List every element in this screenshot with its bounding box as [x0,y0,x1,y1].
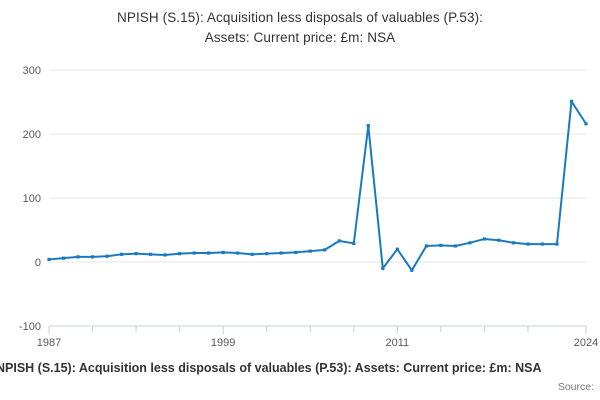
data-point [453,244,457,248]
data-point [337,239,341,243]
data-point [134,252,138,256]
data-point [511,241,516,245]
data-point [468,241,472,245]
data-point [410,268,414,272]
data-point [439,243,443,247]
data-point [61,256,66,260]
data-point [540,242,545,246]
data-point [47,257,51,262]
data-point [308,249,312,253]
footer-series-label: NPISH (S.15): Acquisition less disposals… [0,361,542,375]
grid-lines [49,69,586,327]
data-point [555,242,559,246]
data-point [584,122,588,126]
data-point [381,266,385,270]
series-markers [47,99,588,272]
title-line-1: NPISH (S.15): Acquisition less disposals… [116,10,484,25]
x-tick-label: 2024 [574,337,598,349]
data-point [119,252,124,256]
y-axis-labels: -100 0 100 200 300 [19,65,41,333]
data-point [250,252,254,256]
data-point [265,252,269,256]
data-point [497,238,501,242]
data-point [192,251,196,255]
data-point [221,250,225,254]
data-point [76,255,80,259]
page-title: NPISH (S.15): Acquisition less disposals… [0,8,600,48]
data-point [424,244,428,248]
data-point [482,237,487,241]
data-point [279,251,283,255]
data-point [148,252,153,256]
title-line-2: Assets: Current price: £m: NSA [204,30,396,45]
x-axis-ticks [48,326,587,334]
chart-footer: NPISH (S.15): Acquisition less disposals… [0,358,600,400]
data-point [207,251,211,255]
data-point [163,253,167,257]
x-tick-label: 2011 [385,337,409,349]
data-point [352,241,356,246]
data-point [105,254,109,258]
series-line [48,100,587,272]
y-tick-label: 200 [23,129,41,141]
data-point [178,252,182,256]
footer-source-label: Source: [557,381,594,393]
data-point [569,99,574,103]
y-tick-label: -100 [19,321,41,333]
data-point [323,248,327,252]
data-point [294,250,298,254]
x-tick-label: 1999 [211,337,235,349]
x-tick-label: 1987 [37,337,61,349]
y-tick-label: 0 [35,257,41,269]
data-point [526,242,530,246]
y-tick-label: 300 [23,65,41,77]
data-point [395,247,399,251]
x-axis-labels: 1987 1999 2011 2024 [37,337,598,349]
data-point [90,255,95,259]
data-point [366,124,370,128]
y-tick-label: 100 [23,193,41,205]
data-point [236,251,240,255]
